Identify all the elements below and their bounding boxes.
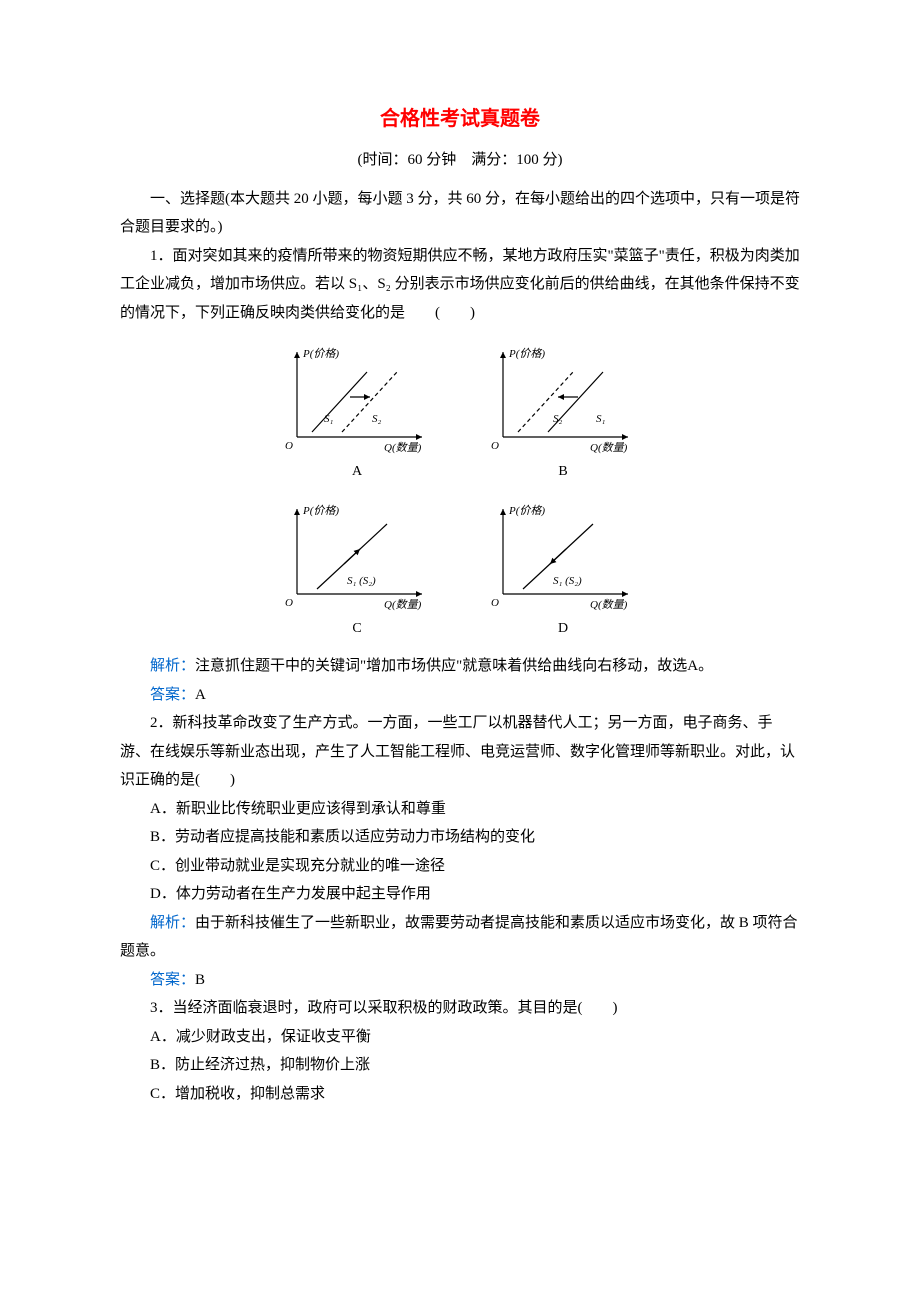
q3-option-b: B．防止经济过热，抑制物价上涨	[120, 1051, 800, 1080]
q1-charts: P(价格) Q(数量) O S₁ S₂ A P(价格) Q(数量) O S₂ S₁ B P(价格) Q(数…	[250, 333, 670, 646]
svg-text:Q(数量): Q(数量)	[384, 598, 422, 611]
svg-text:S₁: S₁	[324, 413, 334, 425]
answer-label: 答案：	[150, 972, 195, 988]
q1-answer-text: A	[195, 687, 206, 703]
svg-text:P(价格): P(价格)	[302, 347, 339, 360]
q3-option-a: A．减少财政支出，保证收支平衡	[120, 1023, 800, 1052]
svg-text:P(价格): P(价格)	[508, 504, 545, 517]
chart-panel-a: P(价格) Q(数量) O S₁ S₂ A	[262, 337, 452, 486]
exam-meta: (时间：60 分钟 满分：100 分)	[120, 146, 800, 175]
q2-options: A．新职业比传统职业更应该得到承认和尊重 B．劳动者应提高技能和素质以适应劳动力…	[120, 795, 800, 909]
chart-panel-b: P(价格) Q(数量) O S₂ S₁ B	[468, 337, 658, 486]
chart-label: B	[468, 459, 658, 486]
svg-text:S₂: S₂	[372, 413, 382, 425]
svg-text:S₁ (S₂): S₁ (S₂)	[347, 575, 376, 587]
q2-answer-text: B	[195, 972, 205, 988]
q2-analysis-text: 由于新科技催生了一些新职业，故需要劳动者提高技能和素质以适应市场变化，故 B 项…	[120, 915, 798, 960]
q2-option-d: D．体力劳动者在生产力发展中起主导作用	[120, 880, 800, 909]
svg-text:S₁ (S₂): S₁ (S₂)	[553, 575, 582, 587]
chart-label: D	[468, 616, 658, 643]
chart-panel-d: P(价格) Q(数量) O S₁ (S₂) D	[468, 494, 658, 643]
page-title: 合格性考试真题卷	[120, 100, 800, 138]
svg-text:O: O	[491, 597, 499, 609]
q3-options: A．减少财政支出，保证收支平衡 B．防止经济过热，抑制物价上涨 C．增加税收，抑…	[120, 1023, 800, 1109]
q1-analysis-text: 注意抓住题干中的关键词"增加市场供应"就意味着供给曲线向右移动，故选A。	[195, 658, 713, 674]
q2-option-c: C．创业带动就业是实现充分就业的唯一途径	[120, 852, 800, 881]
q2-option-a: A．新职业比传统职业更应该得到承认和尊重	[120, 795, 800, 824]
svg-text:O: O	[285, 440, 293, 452]
section-intro: 一、选择题(本大题共 20 小题，每小题 3 分，共 60 分，在每小题给出的四…	[120, 185, 800, 242]
q1-answer: 答案：A	[120, 681, 800, 710]
answer-label: 答案：	[150, 687, 195, 703]
q2-stem: 2．新科技革命改变了生产方式。一方面，一些工厂以机器替代人工；另一方面，电子商务…	[120, 709, 800, 795]
svg-text:Q(数量): Q(数量)	[590, 598, 628, 611]
svg-text:Q(数量): Q(数量)	[384, 441, 422, 454]
svg-text:S₂: S₂	[553, 413, 563, 425]
q3-stem: 3．当经济面临衰退时，政府可以采取积极的财政政策。其目的是( )	[120, 994, 800, 1023]
svg-text:O: O	[491, 440, 499, 452]
q1-stem: 1．面对突如其来的疫情所带来的物资短期供应不畅，某地方政府压实"菜篮子"责任，积…	[120, 242, 800, 328]
analysis-label: 解析：	[150, 915, 195, 931]
svg-text:P(价格): P(价格)	[302, 504, 339, 517]
svg-text:Q(数量): Q(数量)	[590, 441, 628, 454]
svg-text:O: O	[285, 597, 293, 609]
q3-option-c: C．增加税收，抑制总需求	[120, 1080, 800, 1109]
chart-panel-c: P(价格) Q(数量) O S₁ (S₂) C	[262, 494, 452, 643]
svg-text:P(价格): P(价格)	[508, 347, 545, 360]
q2-option-b: B．劳动者应提高技能和素质以适应劳动力市场结构的变化	[120, 823, 800, 852]
svg-text:S₁: S₁	[596, 413, 606, 425]
q2-analysis: 解析：由于新科技催生了一些新职业，故需要劳动者提高技能和素质以适应市场变化，故 …	[120, 909, 800, 966]
chart-label: A	[262, 459, 452, 486]
chart-label: C	[262, 616, 452, 643]
q2-answer: 答案：B	[120, 966, 800, 995]
q1-analysis: 解析：注意抓住题干中的关键词"增加市场供应"就意味着供给曲线向右移动，故选A。	[120, 652, 800, 681]
analysis-label: 解析：	[150, 658, 195, 674]
